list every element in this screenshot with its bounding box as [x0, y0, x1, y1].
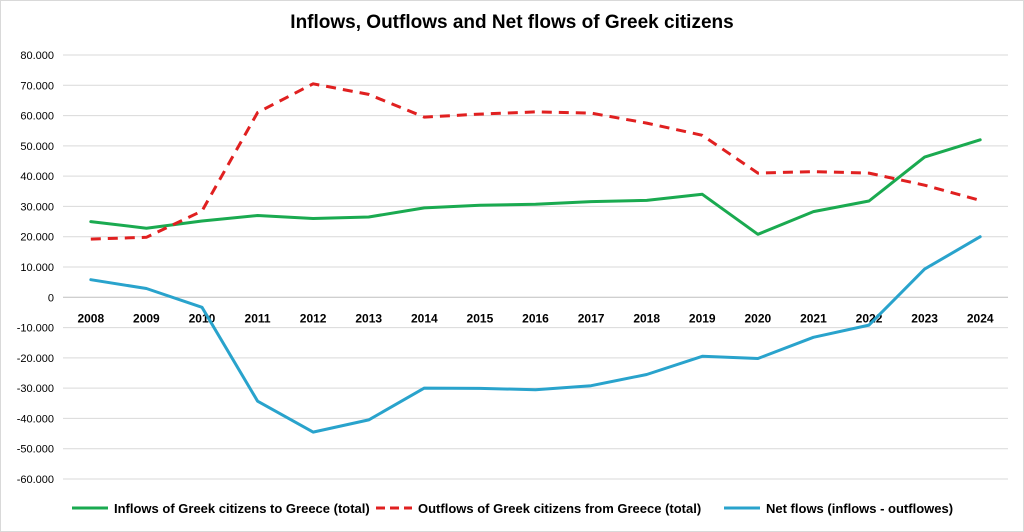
x-tick-label: 2008 — [77, 311, 104, 325]
x-tick-label: 2009 — [133, 311, 160, 325]
x-tick-label: 2016 — [522, 311, 549, 325]
y-tick-label: -60.000 — [17, 474, 54, 486]
x-tick-label: 2022 — [856, 311, 883, 325]
x-tick-label: 2014 — [411, 311, 438, 325]
y-tick-label: 20.000 — [20, 232, 54, 244]
x-tick-label: 2017 — [578, 311, 605, 325]
y-tick-label: -20.000 — [17, 353, 54, 365]
chart-title: Inflows, Outflows and Net flows of Greek… — [290, 12, 734, 33]
y-axis-ticks: 80.000 70.000 60.000 50.000 40.000 30.000 20.0… — [17, 50, 54, 486]
x-axis-ticks: 2008 2009 2010 2011 2012 2013 2014 2015 2016 2017… — [77, 311, 993, 325]
y-tick-label: -40.000 — [17, 413, 54, 425]
y-tick-label: 0 — [48, 292, 54, 304]
y-tick-label: 10.000 — [20, 262, 54, 274]
x-tick-label: 2015 — [467, 311, 494, 325]
series-line-2 — [90, 82, 981, 241]
series-line-3 — [89, 235, 982, 434]
y-tick-label: -30.000 — [17, 383, 54, 395]
y-tick-label: 50.000 — [20, 141, 54, 153]
y-tick-label: 70.000 — [20, 80, 54, 92]
y-tick-label: 80.000 — [20, 50, 54, 62]
x-tick-label: 2019 — [689, 311, 716, 325]
legend-label-1: Inflows of Greek citizens to Greece (tot… — [114, 501, 370, 516]
legend-label-3: Net flows (inflows - outflowes) — [766, 501, 953, 516]
y-tick-label: 40.000 — [20, 171, 54, 183]
x-tick-label: 2011 — [245, 311, 271, 325]
y-tick-label: -10.000 — [17, 323, 54, 335]
x-tick-label: 2012 — [300, 311, 327, 325]
series-lines — [89, 82, 982, 434]
legend: Inflows of Greek citizens to Greece (tot… — [72, 501, 953, 516]
x-tick-label: 2013 — [355, 311, 382, 325]
x-tick-label: 2021 — [800, 311, 827, 325]
gridlines — [63, 54, 1008, 480]
x-tick-label: 2020 — [745, 311, 772, 325]
legend-label-2: Outflows of Greek citizens from Greece (… — [418, 501, 701, 516]
x-tick-label: 2018 — [633, 311, 660, 325]
y-tick-label: 60.000 — [20, 111, 54, 123]
y-tick-label: 30.000 — [20, 201, 54, 213]
y-tick-label: -50.000 — [17, 444, 54, 456]
x-tick-label: 2023 — [911, 311, 938, 325]
series-line-1 — [89, 138, 982, 236]
x-tick-label: 2024 — [967, 311, 994, 325]
